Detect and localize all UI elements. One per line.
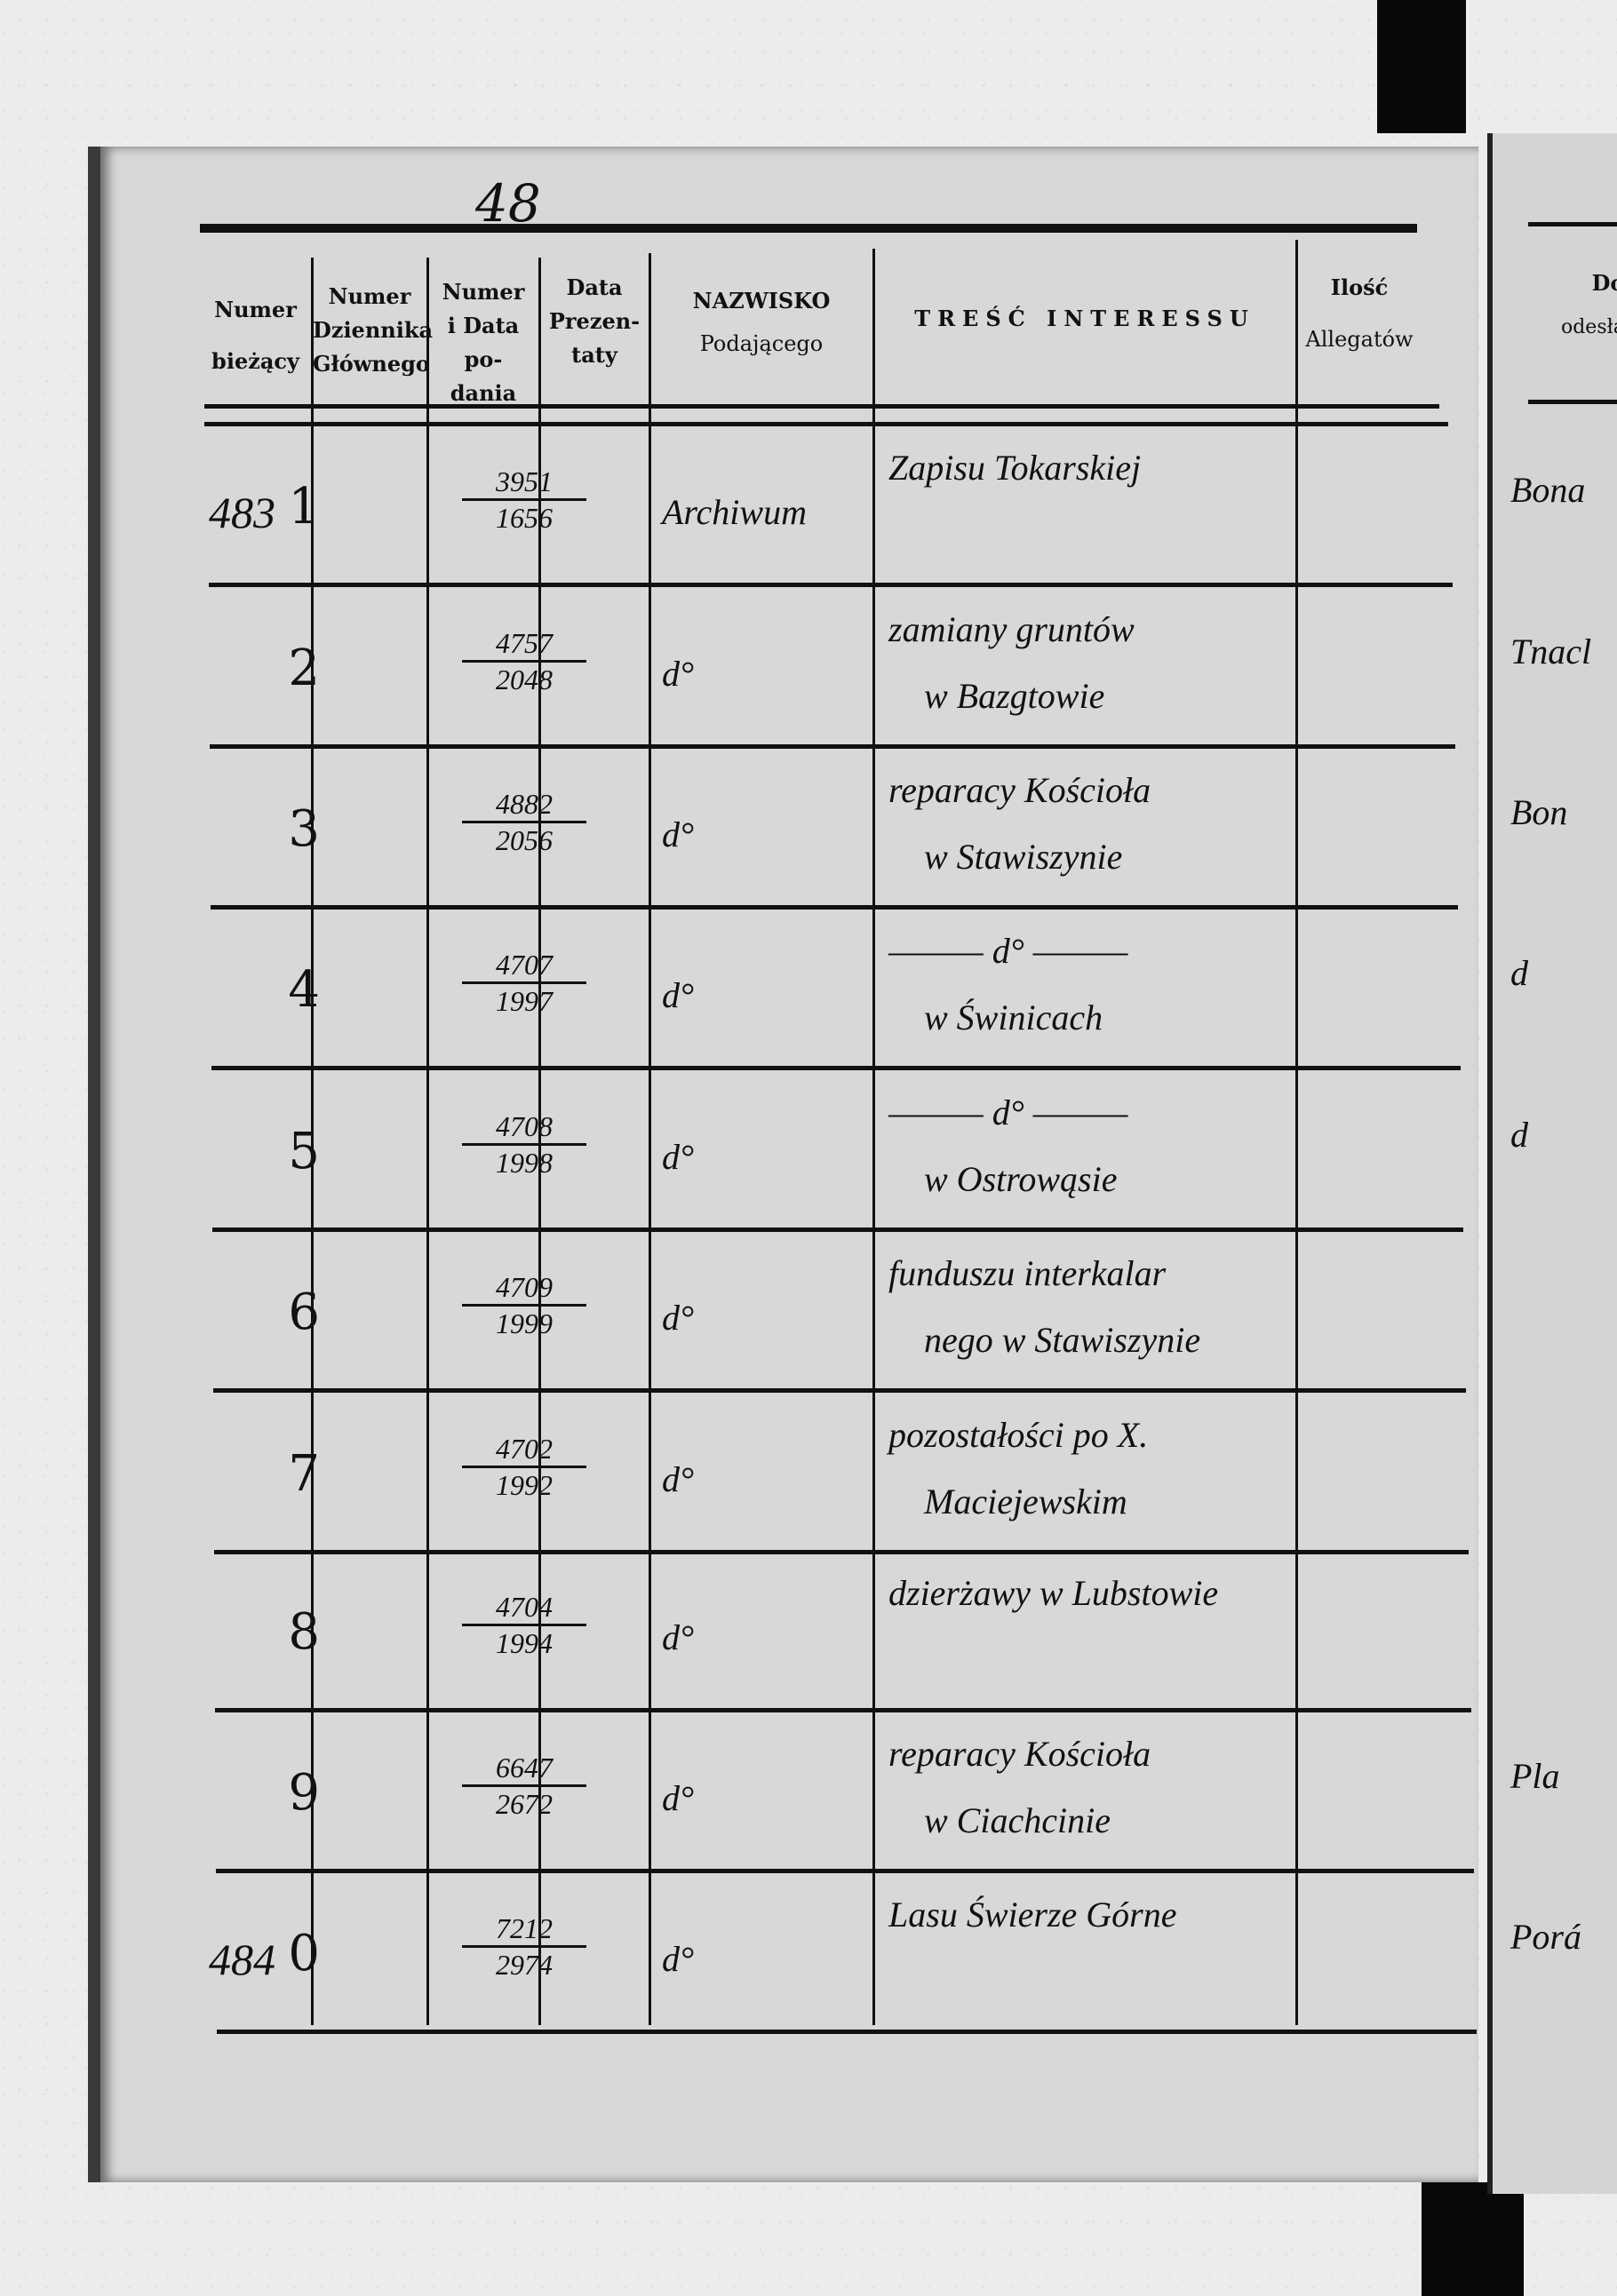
entry-number: 3 <box>288 800 320 858</box>
content-line-2: w Świnicach <box>924 997 1103 1037</box>
row-rule <box>214 1550 1469 1554</box>
col-line <box>649 253 651 2025</box>
content-line-1: ——— d° ——— <box>888 1092 1128 1132</box>
filing-number: 4708 1998 <box>462 1109 586 1180</box>
entry-number: 4 <box>288 961 320 1019</box>
applicant-name: d° <box>662 814 694 854</box>
applicant-name: d° <box>662 1298 694 1338</box>
applicant-name: d° <box>662 1459 694 1499</box>
row-rule <box>211 1066 1461 1070</box>
register-page <box>88 147 1478 2182</box>
content-line-1: Lasu Świerze Górne <box>888 1895 1177 1935</box>
content-line-1: reparacy Kościoła <box>888 1734 1151 1774</box>
filing-number: 4702 1992 <box>462 1432 586 1502</box>
facing-page-text: d <box>1510 1115 1528 1155</box>
entry-prefix: 484 <box>209 1935 275 1984</box>
entry-number: 6 <box>288 1283 320 1341</box>
col-line <box>872 249 875 2025</box>
col-line <box>426 258 429 2025</box>
content-line-1: reparacy Kościoła <box>888 770 1151 810</box>
row-rule <box>213 1388 1466 1393</box>
filing-number: 4709 1999 <box>462 1270 586 1340</box>
header-numer-data-podania: Numer i Data po-dania <box>442 279 525 406</box>
facing-page-text: Bon <box>1510 792 1568 832</box>
applicant-name: d° <box>662 1137 694 1177</box>
header-numer-biezacy: Numer bieżący <box>211 297 299 374</box>
row-rule <box>204 422 1448 426</box>
entry-number: 5 <box>288 1123 320 1180</box>
entry-number: 9 <box>288 1764 320 1822</box>
applicant-name: Archiwum <box>662 492 807 532</box>
facing-page-text: d <box>1510 953 1528 993</box>
applicant-name: d° <box>662 975 694 1015</box>
header-data-prezentaty: Data Prezen-taty <box>548 274 641 368</box>
filing-number: 4704 1994 <box>462 1590 586 1660</box>
applicant-name: d° <box>662 1778 694 1818</box>
row-rule <box>215 1708 1471 1712</box>
col-line <box>538 258 541 2025</box>
facing-page: Do odesłan <box>1487 133 1617 2194</box>
header-next-2: odesłan <box>1560 316 1617 338</box>
header-tresc-interessu: TREŚĆ INTERESSU <box>914 306 1255 331</box>
content-line-2: w Stawiszynie <box>924 837 1123 877</box>
header-next-1: Do <box>1591 270 1617 296</box>
content-line-1: dzierżawy w Lubstowie <box>888 1573 1219 1613</box>
content-line-1: Zapisu Tokarskiej <box>888 448 1142 488</box>
col-line <box>311 258 314 2025</box>
applicant-name: d° <box>662 1939 694 1979</box>
filing-number: 4707 1997 <box>462 948 586 1018</box>
row-rule <box>209 583 1453 587</box>
entry-prefix: 483 <box>209 488 275 537</box>
content-line-2: Maciejewskim <box>924 1482 1127 1521</box>
row-rule <box>211 905 1458 910</box>
header-ilosc-allegatow: Ilość Allegatów <box>1305 274 1414 352</box>
content-line-2: w Bazgtowie <box>924 676 1105 716</box>
content-line-1: zamiany gruntów <box>888 609 1135 649</box>
filing-number: 4882 2056 <box>462 787 586 857</box>
filing-number: 7212 2974 <box>462 1911 586 1982</box>
row-rule <box>216 1869 1474 1873</box>
applicant-name: d° <box>662 1617 694 1657</box>
row-rule <box>212 1227 1463 1232</box>
applicant-name: d° <box>662 654 694 694</box>
filing-number: 3951 1656 <box>462 465 586 535</box>
entry-number: 8 <box>288 1603 320 1661</box>
filing-number: 6647 2672 <box>462 1751 586 1821</box>
row-rule <box>217 2030 1477 2034</box>
content-line-2: w Ciachcinie <box>924 1800 1111 1840</box>
header-numer-dziennika: Numer Dziennika Głównego <box>313 283 434 377</box>
facing-page-text: Pla <box>1510 1756 1560 1796</box>
content-line-1: pozostałości po X. <box>888 1415 1149 1455</box>
content-line-1: funduszu interkalar <box>888 1253 1167 1293</box>
content-line-2: nego w Stawiszynie <box>924 1320 1201 1360</box>
col-line <box>1295 240 1298 2025</box>
facing-page-text: Bona <box>1510 470 1586 510</box>
content-line-2: w Ostrowąsie <box>924 1159 1118 1199</box>
filing-number: 4757 2048 <box>462 626 586 696</box>
row-rule <box>210 744 1455 749</box>
entry-number: 1 <box>288 478 320 536</box>
header-bottom-rule <box>204 404 1439 409</box>
entry-number: 2 <box>288 640 320 697</box>
entry-number: 7 <box>288 1445 320 1503</box>
header-nazwisko: NAZWISKO Podającego <box>692 288 831 356</box>
facing-page-text: Tnacl <box>1510 632 1592 671</box>
header-top-rule <box>200 224 1417 233</box>
facing-page-text: Porá <box>1510 1917 1581 1957</box>
scan-border-top <box>1377 0 1466 133</box>
page-number: 48 <box>475 173 541 234</box>
entry-number: 0 <box>288 1925 320 1982</box>
content-line-1: ——— d° ——— <box>888 931 1128 971</box>
scan-border-bottom <box>1422 2182 1524 2296</box>
